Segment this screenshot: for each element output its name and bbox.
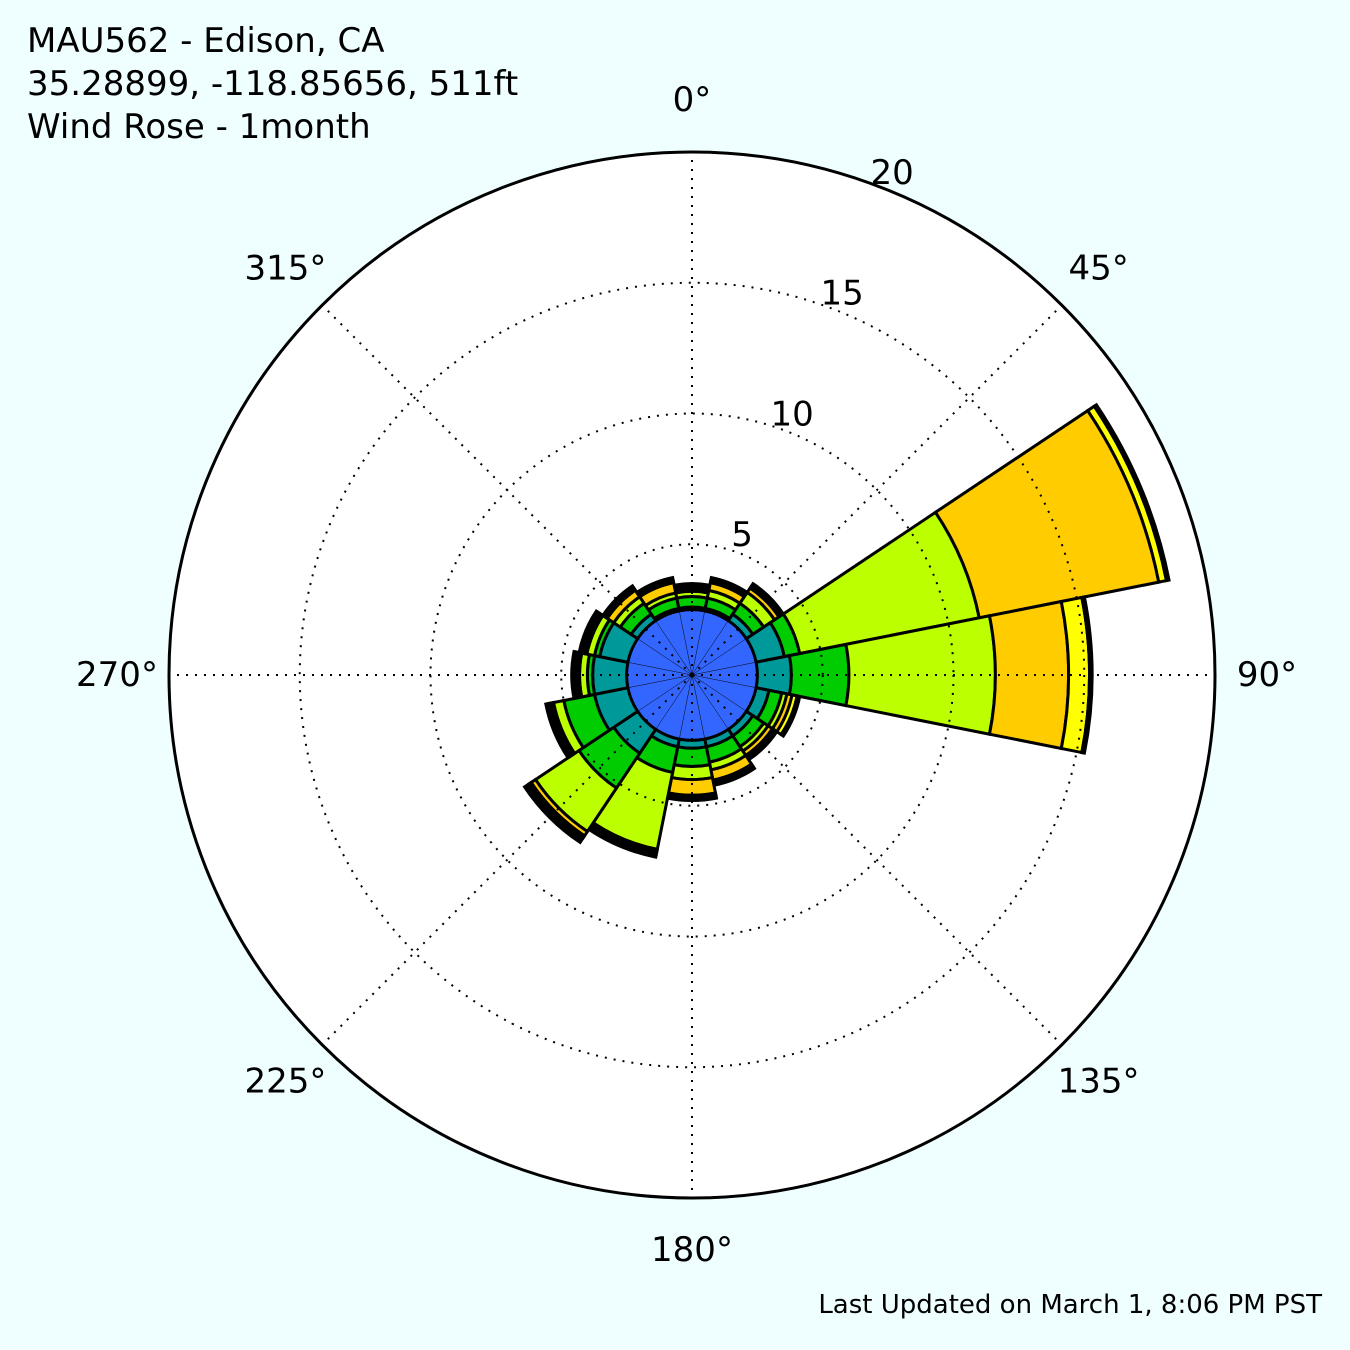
last-updated: Last Updated on March 1, 8:06 PM PST [818,1290,1322,1320]
wind-bar-segment [987,599,1071,751]
wind-bar-segment [577,608,601,655]
radial-tick-label: 20 [871,153,914,193]
radial-tick-label: 15 [820,274,863,314]
angle-tick-label: 270° [76,655,158,695]
polar-frame [167,150,1217,1200]
station-title: MAU562 - Edison, CA [27,21,385,61]
angular-grid-line [691,304,1063,676]
radial-grid-circle [298,281,1086,1069]
wind-bar-segment [1080,595,1094,755]
angle-tick-label: 225° [244,1062,326,1102]
radial-grid-circle [560,543,824,807]
radial-tick-label: 5 [731,515,753,555]
angle-tick-label: 45° [1068,248,1128,288]
angular-grid-line [321,304,693,676]
station-location: 35.28899, -118.85656, 511ft [27,64,519,104]
angular-grid-line [321,674,693,1046]
angular-grid-line [691,674,1063,1046]
wind-bar-segment [544,701,573,760]
wind-bar-segment [600,583,636,619]
chart-header: MAU562 - Edison, CA 35.28899, -118.85656… [27,20,518,149]
angle-tick-label: 180° [651,1230,733,1270]
center-point [689,672,695,678]
wind-bar-segment [1092,402,1171,583]
wind-bar-segment [779,694,802,739]
angle-tick-label: 0° [673,80,712,120]
angle-tick-label: 90° [1237,655,1297,695]
angle-tick-label: 315° [244,248,326,288]
wind-bar-segment [634,575,675,597]
radial-tick-label: 10 [770,394,813,434]
chart-subtitle: Wind Rose - 1month [27,107,371,147]
angle-tick-label: 135° [1058,1062,1140,1102]
wind-bar-segment [522,781,586,845]
